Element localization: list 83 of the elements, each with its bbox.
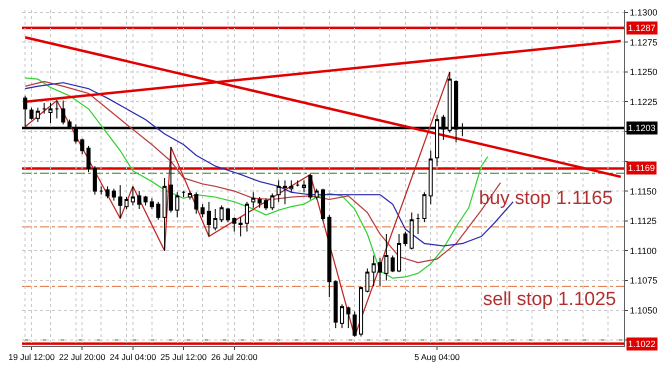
candlestick (340, 304, 344, 329)
candlestick (130, 186, 135, 206)
candlestick (54, 100, 59, 119)
x-tick-label: 19 Jul 12:00 (8, 352, 55, 362)
x-tick-label: 26 Jul 20:00 (211, 352, 258, 362)
candlestick (264, 198, 268, 211)
y-tick-label: 1.1225 (630, 96, 658, 107)
candlestick (226, 207, 230, 223)
candlestick (428, 150, 433, 205)
candlestick (105, 186, 110, 199)
candlestick (334, 280, 338, 329)
ref-line-label: 1.1022 (628, 339, 656, 349)
candlestick (390, 254, 395, 273)
y-tick-label: 1.1075 (630, 276, 658, 286)
candlestick (162, 178, 167, 252)
candlestick (168, 146, 173, 214)
y-tick-label: 1.1050 (630, 305, 658, 316)
candlestick (206, 201, 211, 237)
candlestick (422, 192, 426, 223)
candlestick (42, 102, 46, 114)
candlestick (36, 107, 40, 122)
candlestick (270, 192, 274, 211)
candlestick (118, 184, 122, 220)
candlestick (150, 198, 154, 210)
y-tick-label: 1.1250 (630, 67, 658, 78)
annotation: sell stop 1.1025 (483, 289, 616, 310)
candlestick (137, 190, 142, 210)
candlestick (352, 310, 357, 337)
candlestick (220, 204, 224, 223)
ref-line-label: 1.1287 (628, 23, 656, 33)
candlestick (29, 107, 34, 120)
candlestick (302, 180, 306, 193)
x-tick-label: 22 Jul 20:00 (59, 352, 106, 362)
candlestick (410, 212, 414, 250)
candlestick (365, 268, 370, 293)
x-tick-label: 5 Aug 04:00 (414, 352, 460, 362)
candlestick (232, 216, 236, 232)
candlestick (378, 257, 382, 287)
candlestick (251, 192, 256, 208)
candlestick (175, 192, 180, 218)
y-tick-label: 1.1300 (630, 8, 658, 18)
candlestick (213, 208, 218, 231)
candlestick (396, 234, 402, 273)
candlestick (80, 138, 84, 155)
candlestick (92, 166, 97, 196)
candlestick (308, 174, 312, 200)
y-tick-label: 1.1125 (630, 216, 657, 226)
candlestick (372, 254, 376, 287)
y-tick-label: 1.1100 (630, 246, 657, 256)
candlestick (358, 286, 364, 337)
ref-line-label: 1.1169 (628, 163, 655, 173)
candlestick (112, 188, 116, 202)
x-tick-label: 24 Jul 04:00 (110, 352, 156, 362)
x-tick-label: 25 Jul 12:00 (160, 352, 208, 362)
candlestick (99, 186, 104, 196)
candlestick (182, 190, 186, 198)
candlestick (144, 195, 148, 206)
candlestick (384, 234, 388, 281)
candlestick (61, 100, 66, 125)
candlestick (200, 204, 205, 218)
candlestick (48, 102, 53, 124)
candlestick (124, 196, 129, 210)
candlestick (188, 190, 192, 200)
candlestick (258, 196, 262, 208)
line-series (24, 71, 450, 338)
candlestick (244, 201, 250, 232)
candlestick (282, 180, 288, 205)
candlestick (156, 201, 160, 220)
candlestick (320, 188, 326, 222)
candlestick (346, 306, 350, 329)
y-tick-label: 1.1275 (630, 37, 658, 48)
candlestick (289, 180, 294, 193)
y-tick-label: 1.1150 (630, 186, 657, 196)
ref-line-label: 1.1203 (628, 123, 656, 133)
candlestick (327, 214, 332, 298)
candlestick (86, 145, 91, 173)
candlestick (416, 213, 420, 234)
candlestick (194, 192, 198, 214)
candlestick (276, 180, 281, 202)
candlestick (238, 216, 243, 237)
candlestick (296, 180, 300, 187)
candlestick (403, 231, 408, 246)
candlestick (314, 188, 319, 200)
